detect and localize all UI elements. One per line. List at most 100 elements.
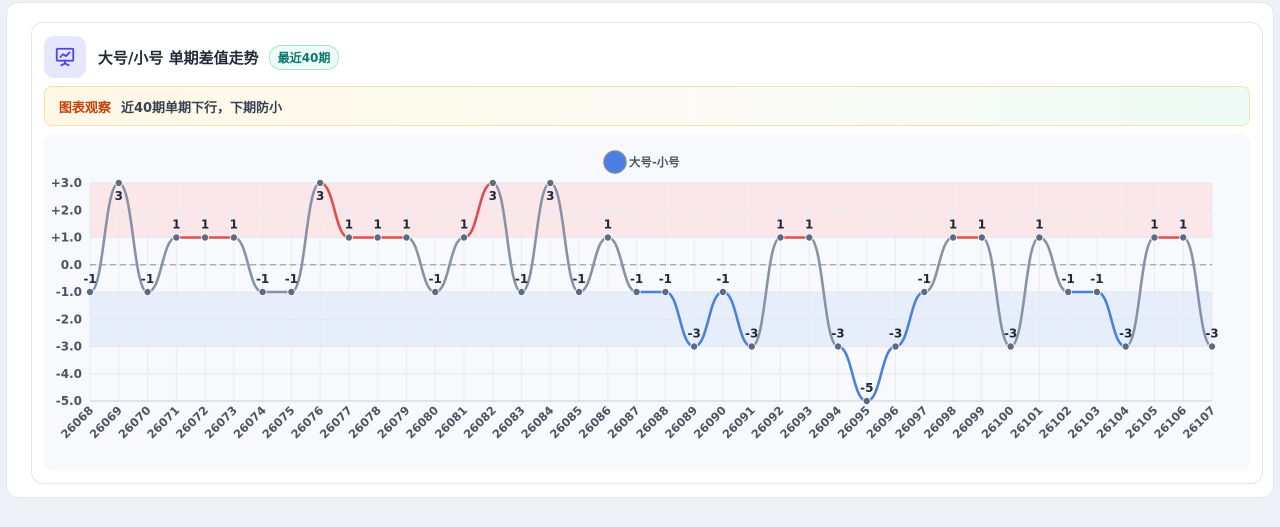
y-tick-label: 0.0	[61, 258, 82, 272]
data-label: 1	[345, 218, 353, 232]
data-point	[172, 233, 181, 242]
series-line-segment	[577, 236, 610, 294]
data-point	[373, 233, 382, 242]
difference-line-chart: -5.0-4.0-3.0-2.0-1.00.0+1.0+2.0+3.026068…	[51, 150, 1219, 441]
data-label: 1	[805, 218, 813, 232]
data-label: 1	[374, 218, 382, 232]
data-label: -3	[1004, 327, 1017, 341]
data-point	[805, 233, 814, 242]
data-point	[1208, 342, 1217, 351]
series-line-segment	[1009, 236, 1041, 348]
data-point	[316, 179, 325, 188]
data-label: -1	[429, 272, 442, 286]
series-line-segment	[836, 345, 869, 403]
y-tick-label: +3.0	[51, 176, 82, 190]
legend-marker	[603, 150, 627, 174]
data-point	[1035, 233, 1044, 242]
data-label: -1	[630, 272, 643, 286]
data-label: -3	[745, 327, 758, 341]
data-label: -1	[83, 272, 96, 286]
page-panel: 大号/小号 单期差值走势 最近40期 图表观察 近40期单期下行，下期防小 -5…	[6, 2, 1274, 498]
series-line-segment	[923, 236, 955, 294]
chart-container: -5.0 -4.0 -3.0 -2.0 -1.0 0.0 +1.0 +2.0 +3.0 26068…	[44, 134, 1250, 471]
y-tick-label: -3.0	[56, 340, 82, 354]
data-label: -1	[256, 272, 269, 286]
data-label: 3	[546, 189, 554, 203]
series-line-segment	[980, 236, 1012, 348]
data-point	[1006, 342, 1015, 351]
series-line-segment	[549, 181, 581, 294]
series-line-segment	[146, 236, 178, 294]
data-label: -1	[1061, 272, 1074, 286]
series-line-segment	[318, 181, 351, 239]
data-label: 1	[460, 218, 468, 232]
data-label: 1	[201, 218, 209, 232]
series-line-segment	[405, 236, 437, 294]
series-line-segment	[1095, 290, 1127, 348]
observation-label: 图表观察	[59, 100, 112, 116]
series-line-segment	[117, 181, 149, 294]
data-label: -3	[1205, 327, 1218, 341]
chart-observation-banner: 图表观察 近40期单期下行，下期防小	[44, 86, 1250, 126]
data-point	[1121, 342, 1130, 351]
y-tick-label: +2.0	[51, 203, 82, 217]
data-point	[776, 233, 785, 242]
data-point	[862, 396, 871, 405]
data-point	[488, 179, 497, 188]
data-point	[431, 287, 440, 296]
chart-presentation-icon	[44, 36, 86, 78]
series-line-segment	[606, 236, 638, 294]
data-label: -1	[659, 272, 672, 286]
data-point	[891, 342, 900, 351]
data-point	[575, 287, 584, 296]
data-label: 1	[172, 218, 180, 232]
data-point	[1092, 287, 1101, 296]
data-label: -1	[285, 272, 298, 286]
data-point	[402, 233, 411, 242]
data-point	[229, 233, 238, 242]
series-line-segment	[750, 236, 782, 348]
card-title: 大号/小号 单期差值走势	[98, 48, 259, 67]
series-line-segment	[290, 181, 322, 294]
data-label: 1	[1035, 218, 1043, 232]
data-point	[143, 287, 152, 296]
data-label: -5	[860, 381, 873, 395]
data-point	[517, 287, 526, 296]
series-line-segment	[1038, 236, 1070, 294]
y-tick-label: -1.0	[56, 285, 82, 299]
series-line-segment	[894, 290, 926, 348]
data-label: -3	[831, 327, 844, 341]
data-point	[114, 179, 123, 188]
data-point	[718, 287, 727, 296]
trend-card: 大号/小号 单期差值走势 最近40期 图表观察 近40期单期下行，下期防小 -5…	[31, 22, 1263, 484]
data-point	[201, 233, 210, 242]
series-line-segment	[88, 181, 121, 294]
data-label: -1	[918, 272, 931, 286]
data-label: 3	[316, 189, 324, 203]
data-label: -1	[141, 272, 154, 286]
series-line-segment	[433, 236, 466, 294]
data-label: -3	[687, 327, 700, 341]
data-label: -1	[515, 272, 528, 286]
data-label: 3	[489, 189, 497, 203]
data-point	[603, 233, 612, 242]
y-tick-label: -2.0	[56, 312, 82, 326]
data-point	[920, 287, 929, 296]
data-point	[1064, 287, 1073, 296]
series-line-segment	[520, 181, 552, 294]
data-point	[977, 233, 986, 242]
data-point	[344, 233, 353, 242]
y-tick-label: +1.0	[51, 231, 82, 245]
data-point	[1150, 233, 1159, 242]
data-label: 1	[1150, 218, 1158, 232]
data-label: 1	[978, 218, 986, 232]
series-line-segment	[462, 181, 495, 239]
data-label: -1	[1090, 272, 1103, 286]
data-label: 1	[776, 218, 784, 232]
series-line-segment	[1181, 236, 1214, 348]
data-label: -1	[572, 272, 585, 286]
y-tick-label: -4.0	[56, 367, 82, 381]
data-point	[459, 233, 468, 242]
series-line-segment	[807, 236, 840, 348]
y-tick-label: -5.0	[56, 394, 82, 408]
